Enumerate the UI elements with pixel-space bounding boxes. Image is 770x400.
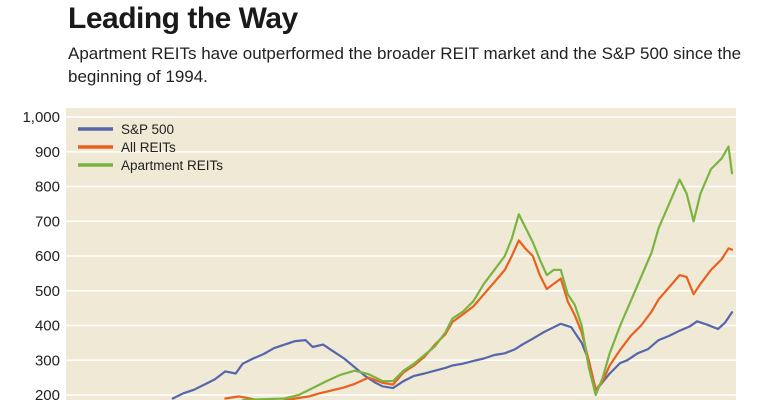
y-tick-label: 600 [35,248,60,265]
y-tick-label: 700 [35,213,60,230]
y-tick-label: 500 [35,283,60,300]
y-tick-label: 400 [35,318,60,335]
plot-background [66,108,736,400]
chart-title: Leading the Way [68,2,298,35]
y-tick-label: 900 [35,144,60,161]
series-lines [171,145,734,400]
legend: S&P 500 All REITs Apartment REITs [78,122,223,173]
y-axis-ticks: 1,000 900 800 700 600 500 400 300 200 [22,109,60,400]
legend-label: Apartment REITs [121,158,223,173]
y-tick-label: 200 [35,387,60,400]
series-line-s-p-500 [171,311,734,400]
legend-label: All REITs [121,140,176,155]
y-tick-label: 800 [35,179,60,196]
series-line-apartment-reits [241,145,734,400]
y-tick-label: 300 [35,352,60,369]
chart-subtitle: Apartment REITs have outperformed the br… [68,44,742,86]
series-line-all-reits [224,239,734,400]
legend-label: S&P 500 [121,122,174,137]
y-tick-label: 1,000 [22,109,60,126]
